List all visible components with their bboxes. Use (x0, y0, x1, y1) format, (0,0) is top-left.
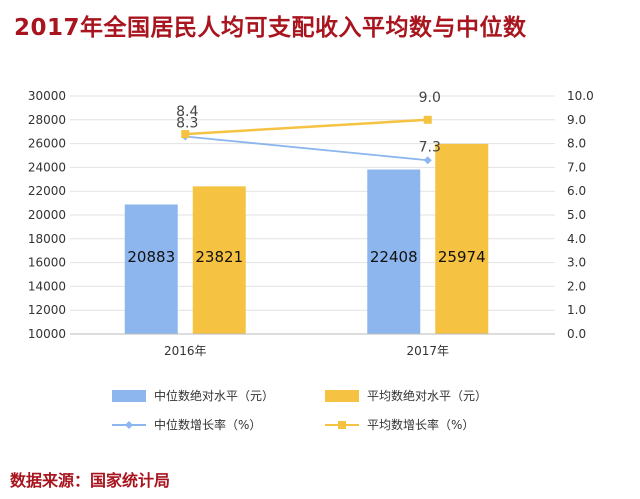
right-tick-label: 10.0 (567, 89, 594, 103)
line-value-label: 8.3 (176, 115, 198, 131)
series-line (185, 118, 428, 136)
left-tick-label: 28000 (28, 113, 66, 127)
right-tick-label: 1.0 (567, 303, 586, 317)
left-tick-label: 14000 (28, 279, 66, 293)
x-tick-label: 2017年 (406, 344, 449, 358)
left-tick-label: 12000 (28, 303, 66, 317)
left-tick-label: 24000 (28, 160, 66, 174)
legend: 中位数绝对水平（元） 平均数绝对水平（元） 中位数增长率（%） 平均数增长率（%） (112, 388, 487, 432)
bar (435, 143, 489, 334)
data-source: 数据来源：国家统计局 (10, 471, 171, 490)
legend-label: 中位数增长率（%） (154, 417, 261, 432)
left-tick-label: 10000 (28, 327, 66, 341)
right-tick-label: 2.0 (567, 279, 586, 293)
bar-value-label: 23821 (195, 248, 243, 266)
line-point (181, 130, 190, 139)
line-value-label: 9.0 (419, 90, 441, 106)
line-point (423, 115, 432, 124)
legend-swatch (112, 390, 146, 402)
right-tick-label: 3.0 (567, 256, 586, 270)
legend-label: 平均数绝对水平（元） (367, 388, 487, 403)
bar (124, 204, 178, 334)
right-tick-label: 6.0 (567, 184, 586, 198)
right-tick-label: 9.0 (567, 113, 586, 127)
left-tick-label: 30000 (28, 89, 66, 103)
left-tick-label: 18000 (28, 232, 66, 246)
right-tick-label: 7.0 (567, 160, 586, 174)
bar-series: 20883 23821 22408 25974 (124, 143, 489, 334)
right-tick-label: 8.0 (567, 137, 586, 151)
x-tick-label: 2016年 (164, 344, 207, 358)
bar-value-label: 22408 (370, 248, 418, 266)
bar (367, 169, 421, 334)
line-value-label: 7.3 (419, 139, 441, 155)
left-y-axis: 10000 12000 14000 16000 18000 20000 22000 24000… (28, 89, 66, 341)
series-line (185, 135, 428, 162)
line-series: 8.3 7.3 8.4 9.0 (176, 90, 441, 165)
legend-marker (125, 421, 133, 429)
right-tick-label: 5.0 (567, 208, 586, 222)
left-tick-label: 16000 (28, 256, 66, 270)
legend-marker (338, 421, 346, 429)
left-tick-label: 22000 (28, 184, 66, 198)
legend-swatch (325, 390, 359, 402)
left-tick-label: 26000 (28, 137, 66, 151)
left-tick-label: 20000 (28, 208, 66, 222)
bar-value-label: 25974 (438, 248, 486, 266)
legend-label: 中位数绝对水平（元） (154, 388, 274, 403)
line-point (423, 156, 432, 165)
right-tick-label: 0.0 (567, 327, 586, 341)
legend-label: 平均数增长率（%） (367, 417, 474, 432)
line-value-label: 8.4 (176, 104, 198, 120)
right-y-axis: 0.0 1.0 2.0 3.0 4.0 5.0 6.0 7.0 8.0 9.0 10.0 (567, 89, 594, 341)
bar (192, 186, 246, 334)
bar-value-label: 20883 (127, 248, 175, 266)
x-axis: 2016年 2017年 (70, 333, 555, 358)
chart-title: 2017年全国居民人均可支配收入平均数与中位数 (14, 15, 527, 41)
right-tick-label: 4.0 (567, 232, 586, 246)
